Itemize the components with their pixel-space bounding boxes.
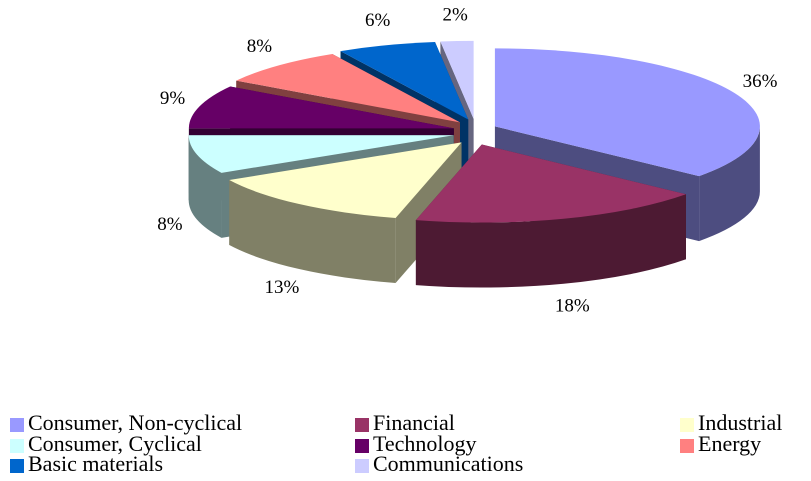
slice: [415, 144, 686, 223]
slice: [440, 40, 474, 119]
data-label: 36%: [743, 71, 778, 92]
legend-label: Financial: [373, 410, 455, 435]
slice: [340, 42, 469, 120]
legend-swatch: [10, 439, 24, 453]
legend-swatch: [355, 459, 369, 473]
legend-label: Consumer, Non-cyclical: [28, 410, 242, 435]
data-label: 6%: [365, 10, 391, 31]
legend-swatch: [10, 459, 24, 473]
slice: [236, 54, 460, 123]
legend-swatch: [680, 418, 694, 432]
slice-side: [699, 126, 760, 242]
slice: [188, 135, 454, 173]
data-label: 13%: [265, 277, 300, 298]
slice-side: [188, 135, 222, 238]
slice-side: [415, 194, 686, 288]
data-label: 2%: [443, 5, 469, 26]
data-label: 8%: [247, 36, 273, 57]
legend-label: Communications: [373, 451, 523, 476]
legend-swatch: [355, 439, 369, 453]
data-label: 8%: [157, 214, 183, 235]
legend-label: Industrial: [698, 410, 782, 435]
legend-label: Energy: [698, 431, 761, 456]
slice: [229, 142, 462, 218]
slice: [494, 48, 760, 177]
legend-swatch: [680, 439, 694, 453]
legend-swatch: [10, 418, 24, 432]
legend-swatch: [355, 418, 369, 432]
legend-label: Consumer, Cyclical: [28, 431, 202, 456]
slice-side: [229, 180, 396, 283]
legend-label: Basic materials: [28, 451, 163, 476]
legend-label: Technology: [373, 431, 477, 456]
data-label: 9%: [160, 88, 186, 109]
slice: [188, 86, 454, 129]
data-label: 18%: [555, 296, 590, 317]
